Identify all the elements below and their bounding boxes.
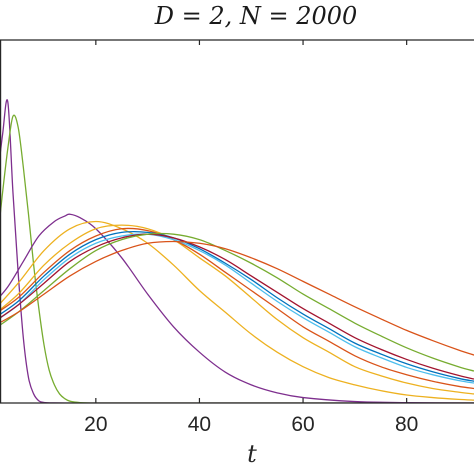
series-line-9 (0, 233, 474, 380)
series-line-2 (0, 114, 474, 403)
x-ticks: 20 40 60 80 (84, 40, 418, 436)
series-line-11 (0, 240, 474, 356)
series-line-4 (0, 220, 474, 401)
series-line-1 (0, 99, 474, 403)
series-line-6 (0, 227, 474, 390)
series-line-8 (0, 230, 474, 382)
x-tick-label-20: 20 (84, 413, 107, 436)
series-line-7 (0, 233, 474, 384)
series-line-5 (0, 224, 474, 395)
x-tick-label-40: 40 (188, 413, 211, 436)
series-line-10 (0, 232, 474, 372)
x-tick-label-80: 80 (395, 413, 418, 436)
x-axis-label: t (247, 440, 257, 468)
series-group (0, 99, 474, 403)
x-tick-label-60: 60 (291, 413, 314, 436)
chart-title: D = 2, N = 2000 (154, 2, 358, 30)
series-line-3 (0, 213, 474, 403)
